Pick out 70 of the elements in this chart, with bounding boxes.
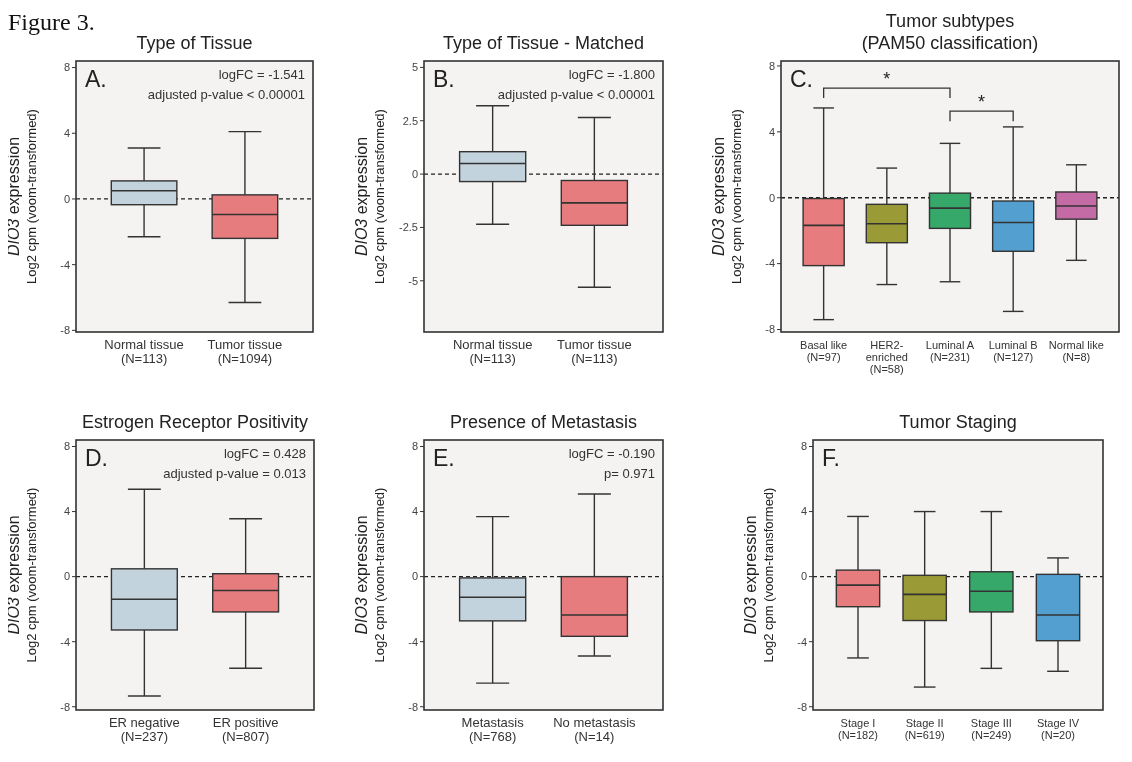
x-tick-label: Tumor tissue (N=113) — [557, 337, 632, 366]
y-tick-label: 4 — [768, 125, 775, 138]
chart-title: Tumor subtypes (PAM50 classification) — [861, 11, 1039, 53]
annotation: D. — [85, 445, 108, 471]
y-tick-label: -5 — [408, 274, 418, 287]
y-tick-label: -2.5 — [399, 221, 418, 234]
x-tick-label: Metastasis (N=768) — [461, 715, 525, 744]
y-tick-label: 8 — [63, 61, 70, 74]
x-tick-label: HER2- enriched (N=58) — [865, 339, 908, 375]
annotation: logFC = -1.541 — [218, 67, 305, 82]
annotation: * — [978, 92, 986, 113]
x-tick-label: Stage I (N=182) — [837, 717, 879, 741]
y-tick-label: -4 — [765, 257, 775, 270]
annotation: A. — [85, 66, 107, 92]
annotation: adjusted p-value < 0.00001 — [497, 87, 655, 102]
y-tick-label: 0 — [63, 192, 70, 205]
y-tick-label: 8 — [768, 59, 775, 72]
chart-title: Presence of Metastasis — [449, 412, 638, 432]
y-tick-label: 2.5 — [402, 114, 418, 127]
y-tick-label: -4 — [60, 635, 70, 648]
y-tick-label: 8 — [63, 440, 70, 453]
x-tick-label: No metastasis (N=14) — [553, 715, 637, 744]
y-tick-label: -8 — [797, 700, 807, 713]
annotation: adjusted p-value = 0.013 — [163, 466, 306, 481]
y-tick-label: 0 — [411, 570, 418, 583]
x-tick-label: Normal like (N=8) — [1048, 339, 1104, 363]
y-tick-label: 0 — [63, 570, 70, 583]
x-tick-label: Stage IV (N=20) — [1036, 717, 1080, 741]
x-tick-label: Basal like (N=97) — [800, 339, 848, 363]
y-tick-label: 4 — [411, 505, 418, 518]
chart-title: Tumor Staging — [899, 412, 1017, 432]
annotation: p= 0.971 — [604, 466, 655, 481]
annotation: C. — [790, 66, 813, 92]
y-tick-label: -4 — [408, 635, 418, 648]
x-tick-label: Luminal B (N=127) — [988, 339, 1038, 363]
annotation: E. — [433, 445, 455, 471]
x-tick-label: Normal tissue (N=113) — [452, 337, 533, 366]
annotation: logFC = -1.800 — [568, 67, 655, 82]
y-tick-label: 8 — [800, 440, 807, 453]
annotation: logFC = 0.428 — [223, 446, 306, 461]
x-tick-label: Luminal A (N=231) — [925, 339, 975, 363]
y-tick-label: 0 — [768, 191, 775, 204]
y-tick-label: -8 — [765, 323, 775, 336]
x-tick-label: ER positive (N=807) — [212, 715, 279, 744]
annotation: logFC = -0.190 — [568, 446, 655, 461]
x-tick-label: Tumor tissue (N=1094) — [207, 337, 283, 366]
annotation: adjusted p-value < 0.00001 — [147, 87, 305, 102]
x-tick-label: Normal tissue (N=113) — [104, 337, 184, 366]
y-tick-label: 5 — [411, 61, 418, 74]
chart-title: Type of Tissue — [136, 33, 253, 53]
y-tick-label: -4 — [797, 635, 807, 648]
x-tick-label: Stage II (N=619) — [904, 717, 945, 741]
y-tick-label: 0 — [411, 167, 418, 180]
caption: Figure 3. — [8, 9, 95, 35]
annotation: F. — [822, 445, 840, 471]
y-tick-label: 4 — [800, 505, 807, 518]
y-tick-label: 8 — [411, 440, 418, 453]
y-tick-label: 0 — [800, 570, 807, 583]
y-tick-label: 4 — [63, 505, 70, 518]
y-tick-label: -8 — [408, 700, 418, 713]
y-tick-label: -4 — [60, 258, 70, 271]
chart-title: Type of Tissue - Matched — [442, 33, 645, 53]
y-tick-label: -8 — [60, 700, 70, 713]
annotation: * — [883, 69, 891, 90]
y-tick-label: 4 — [63, 127, 70, 140]
y-tick-label: -8 — [60, 324, 70, 337]
chart-title: Estrogen Receptor Positivity — [81, 412, 309, 432]
x-tick-label: ER negative (N=237) — [108, 715, 180, 744]
x-tick-label: Stage III (N=249) — [970, 717, 1012, 741]
annotation: B. — [433, 66, 455, 92]
